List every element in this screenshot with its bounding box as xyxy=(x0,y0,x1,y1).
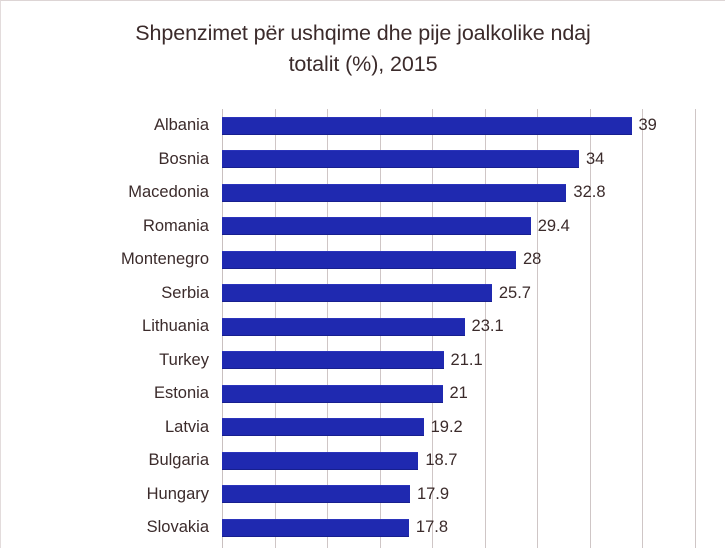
bar-row: Turkey 21.1 xyxy=(1,344,725,378)
bar-value-label: 28 xyxy=(523,250,542,268)
category-label: Slovakia xyxy=(146,518,209,536)
bar xyxy=(222,150,579,168)
bar xyxy=(222,284,492,302)
bar-row: Bosnia 34 xyxy=(1,143,725,177)
bar-value-label: 21 xyxy=(449,384,468,402)
bar xyxy=(222,518,409,537)
chart-title-line-1: Shpenzimet për ushqime dhe pije joalkoli… xyxy=(135,21,591,45)
category-label: Serbia xyxy=(161,283,209,302)
bar xyxy=(222,183,567,202)
bar-value-label: 21.1 xyxy=(450,350,483,369)
bar-value-label: 23.1 xyxy=(471,317,504,335)
category-label: Hungary xyxy=(146,484,209,503)
category-label: Montenegro xyxy=(120,250,209,268)
category-label: Albania xyxy=(153,116,209,134)
chart-title: Shpenzimet për ushqime dhe pije joalkoli… xyxy=(73,18,653,80)
bar-value-label: 18.7 xyxy=(425,451,458,469)
bar-row: Bulgaria 18.7 xyxy=(1,444,725,478)
bar-value-label: 17.9 xyxy=(416,484,450,503)
bar-row: Estonia 21 xyxy=(1,377,725,411)
bar-row: Slovakia 17.8 xyxy=(1,511,725,545)
bar-row: Montenegro 28 xyxy=(1,243,725,277)
bar xyxy=(222,217,531,235)
gridline-25 xyxy=(484,109,486,548)
bar-value-label: 32.8 xyxy=(573,183,606,201)
bar-row: Lithuania 23.1 xyxy=(1,310,725,344)
bar-row: Latvia 19.2 xyxy=(1,411,725,445)
bar-value-label: 17.8 xyxy=(415,518,449,536)
bar xyxy=(222,418,424,436)
category-label: Bulgaria xyxy=(148,451,209,469)
gridline-45 xyxy=(694,109,696,548)
bar xyxy=(222,250,516,269)
bar-row: Hungary 17.9 xyxy=(1,478,725,512)
bar xyxy=(222,384,443,403)
category-label: Estonia xyxy=(153,384,209,402)
chart-title-line-2: totalit (%), 2015 xyxy=(288,52,438,76)
bar-row: Albania 39 xyxy=(1,109,725,143)
category-label: Macedonia xyxy=(128,183,209,201)
category-label: Lithuania xyxy=(142,317,209,335)
bar-value-label: 29.4 xyxy=(537,216,570,235)
bar-value-label: 25.7 xyxy=(498,283,531,302)
bar-value-label: 39 xyxy=(638,116,657,134)
bar xyxy=(222,351,444,369)
category-label: Turkey xyxy=(159,350,209,369)
category-label: Bosnia xyxy=(158,149,209,168)
bar-row: Romania 29.4 xyxy=(1,210,725,244)
bar-value-label: 19.2 xyxy=(430,417,463,436)
gridline-35 xyxy=(589,109,591,548)
gridline-30 xyxy=(537,109,538,548)
bar-value-label: 34 xyxy=(586,149,605,168)
category-label: Romania xyxy=(142,216,209,235)
category-label: Latvia xyxy=(164,417,209,436)
bar xyxy=(222,451,419,470)
bar xyxy=(222,485,410,503)
bar-row: Serbia 25.7 xyxy=(1,277,725,311)
bar xyxy=(222,317,465,336)
bar xyxy=(222,116,632,135)
gridline-40 xyxy=(642,109,643,548)
bar-row: Macedonia 32.8 xyxy=(1,176,725,210)
